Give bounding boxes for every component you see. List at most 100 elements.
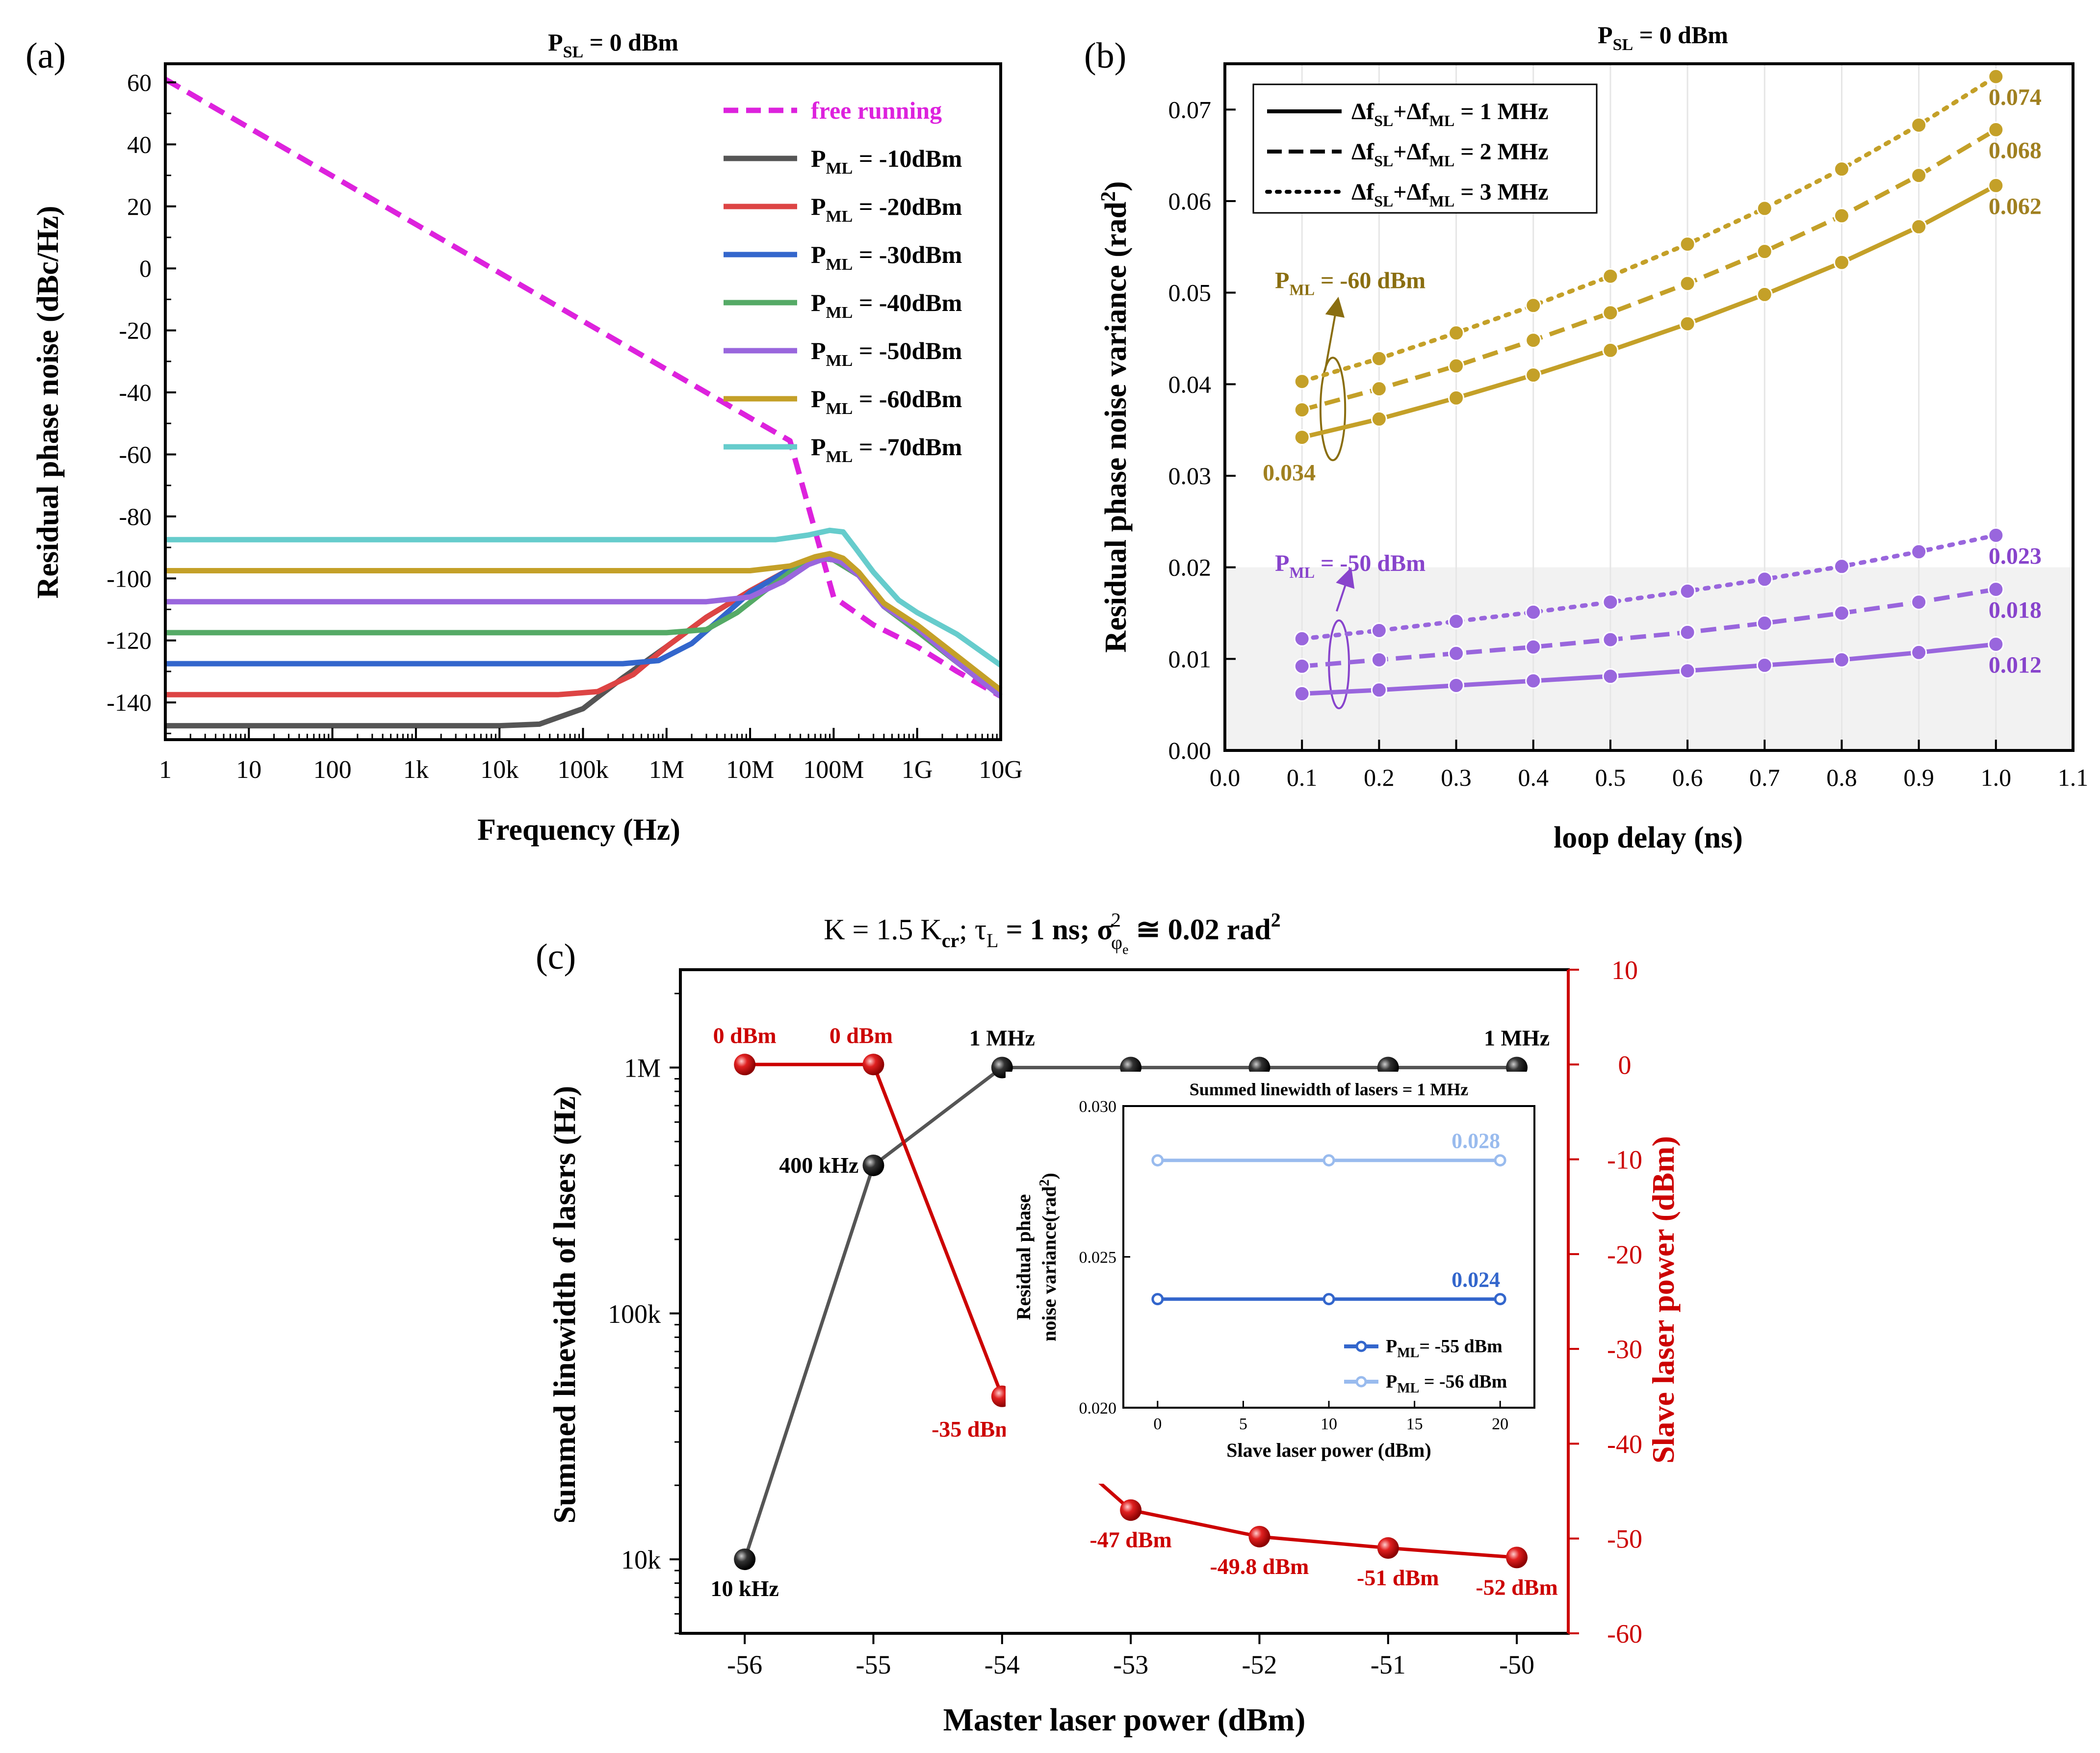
b-series-4-point-0: [1295, 659, 1309, 673]
a-ytick-label: -60: [119, 440, 152, 468]
b-ytick-label: 0.07: [1168, 96, 1212, 123]
b-series-1-point-3: [1526, 333, 1541, 348]
b-series-3-point-2: [1449, 678, 1464, 693]
c-right-ytick-label: -20: [1607, 1240, 1642, 1269]
b-series-4-point-4: [1603, 632, 1618, 647]
b-xtick-label: 0.5: [1595, 764, 1626, 791]
a-xtick-label: 1: [159, 756, 172, 784]
a-ytick-label: -140: [106, 689, 152, 716]
c-inset-ytick-label: 0.025: [1079, 1249, 1117, 1267]
b-series-0-point-5: [1680, 316, 1695, 331]
panel-b-ylabel: Residual phase noise variance (rad2): [1097, 181, 1133, 652]
a-xtick-label: 10G: [979, 756, 1023, 784]
b-series-5-point-2: [1449, 614, 1464, 629]
c-linewidth-label-6: 1 MHz: [1484, 1025, 1550, 1050]
b-series-3-point-6: [1757, 658, 1772, 672]
panel-c-left-ylabel: Summed linewidth of lasers (Hz): [547, 1086, 582, 1523]
c-inset-xlabel: Slave laser power (dBm): [1226, 1439, 1431, 1461]
panel-b: (b) PSL = 0 dBm 0.0740.0680.0620.0230.01…: [1084, 21, 2088, 854]
a-series-line-1: [165, 558, 1001, 725]
b-series-2-point-0: [1295, 374, 1309, 389]
b-ytick-label: 0.05: [1168, 279, 1212, 307]
b-end-label: 0.012: [1989, 652, 2042, 678]
b-series-4-point-6: [1757, 616, 1772, 631]
b-series-line-0: [1302, 185, 1996, 437]
a-xtick-label: 100k: [558, 756, 609, 784]
b-series-0-point-9: [1989, 178, 2003, 193]
c-linewidth-label-1: 400 kHz: [779, 1153, 858, 1178]
c-left-ytick-label: 100k: [608, 1299, 661, 1329]
a-ytick-label: -40: [119, 379, 152, 406]
c-inset-point-0-2: [1495, 1294, 1505, 1304]
b-ytick-label: 0.04: [1168, 370, 1212, 398]
panel-a: (a) PSL = 0 dBm 6040200-20-40-60-80-100-…: [26, 28, 1023, 847]
c-inset-ylabel-line2: noise variance(rad2): [1037, 1173, 1060, 1341]
a-ytick-label: 40: [127, 130, 152, 158]
panel-b-title: PSL = 0 dBm: [1598, 21, 1728, 54]
b-series-4-point-3: [1526, 640, 1541, 654]
c-inset-xtick-label: 0: [1153, 1415, 1162, 1433]
b-series-3-point-0: [1295, 686, 1309, 701]
b-series-2-point-9: [1989, 69, 2003, 84]
b-series-4-point-2: [1449, 646, 1464, 661]
a-legend-label-5: PML = -50dBm: [811, 337, 962, 370]
panel-a-letter: (a): [26, 36, 66, 76]
c-left-ytick-label: 1M: [624, 1053, 661, 1083]
a-ytick-label: -100: [106, 565, 152, 592]
c-inset-legend-marker-0: [1357, 1342, 1366, 1351]
a-series-line-3: [165, 558, 1001, 696]
c-xtick-label: -52: [1242, 1650, 1277, 1679]
figure: (a) PSL = 0 dBm 60 40 20 0 -20 -40 -60 -80 -100 -…: [0, 0, 2100, 1753]
panel-b-letter: (b): [1084, 36, 1126, 76]
b-xtick-label: 1.0: [1981, 764, 2012, 791]
b-ytick-label: 0.03: [1168, 462, 1212, 490]
b-series-4-point-9: [1989, 582, 2003, 596]
b-series-5-point-4: [1603, 595, 1618, 610]
b-xtick-label: 0.9: [1903, 764, 1934, 791]
b-ytick-label: 0.01: [1168, 645, 1212, 672]
panel-b-legend: ΔfSL+ΔfML = 1 MHzΔfSL+ΔfML = 2 MHzΔfSL+Δ…: [1253, 84, 1597, 213]
a-legend-label-6: PML = -60dBm: [811, 385, 962, 418]
c-linewidth-label-2: 1 MHz: [969, 1025, 1035, 1050]
a-legend-label-4: PML = -40dBm: [811, 289, 962, 322]
c-slave-power-point-1: [862, 1054, 884, 1075]
b-series-2-point-5: [1680, 237, 1695, 252]
c-slave-power-point-5: [1377, 1537, 1399, 1559]
c-right-ytick-label: -10: [1607, 1145, 1642, 1175]
b-series-3-point-4: [1603, 669, 1618, 684]
c-inset-point-0-0: [1153, 1294, 1163, 1304]
b-series-2-point-6: [1757, 201, 1772, 216]
b-xtick-label: 0.6: [1672, 764, 1703, 791]
a-ytick-label: -80: [119, 503, 152, 530]
b-series-0-point-2: [1449, 390, 1464, 405]
b-series-0-point-1: [1372, 412, 1386, 426]
a-xtick-label: 10k: [480, 756, 519, 784]
c-xtick-label: -53: [1113, 1650, 1148, 1679]
a-xtick-label: 1M: [649, 756, 684, 784]
b-series-4-point-1: [1372, 652, 1386, 667]
b-series-0-point-4: [1603, 343, 1618, 358]
c-left-ytick-label: 10k: [621, 1545, 661, 1574]
c-slave-power-point-0: [734, 1054, 755, 1075]
b-series-3-point-5: [1680, 664, 1695, 678]
c-right-ytick-label: -60: [1607, 1619, 1642, 1649]
c-right-ytick-label: 10: [1611, 955, 1638, 985]
a-ytick-label: 20: [127, 193, 152, 220]
a-xtick-label: 100M: [803, 756, 864, 784]
a-ytick-label: -120: [106, 627, 152, 654]
b-start-label: 0.034: [1263, 460, 1316, 486]
b-series-1-point-5: [1680, 276, 1695, 291]
b-series-1-point-4: [1603, 306, 1618, 320]
a-ytick-label: 60: [127, 69, 152, 96]
c-right-ytick-label: -30: [1607, 1335, 1642, 1364]
panel-a-ylabel: Residual phase noise (dBc/Hz): [31, 206, 65, 599]
b-series-5-point-3: [1526, 605, 1541, 619]
a-legend-label-0: free running: [811, 97, 942, 124]
a-xtick-label: 1G: [902, 756, 933, 784]
c-inset-legend-marker-1: [1357, 1377, 1366, 1386]
a-legend-label-2: PML = -20dBm: [811, 193, 962, 226]
c-linewidth-label-0: 10 kHz: [711, 1576, 779, 1601]
a-xtick-label: 10M: [726, 756, 774, 784]
c-inset-xtick-label: 10: [1321, 1415, 1337, 1433]
c-inset-title: Summed linewidth of lasers = 1 MHz: [1190, 1080, 1469, 1099]
